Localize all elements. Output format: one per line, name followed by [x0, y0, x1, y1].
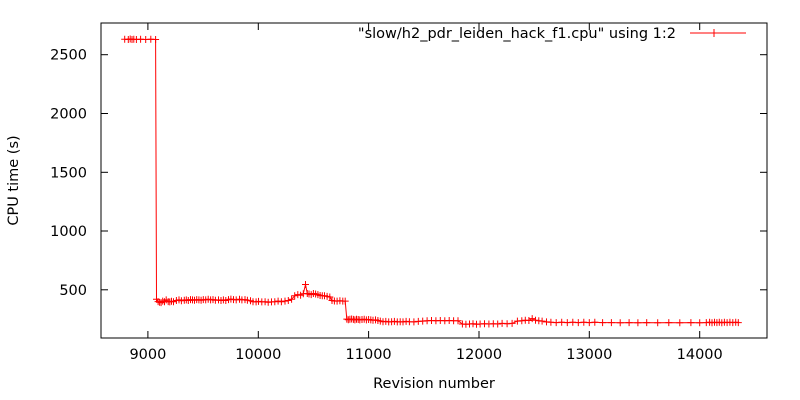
y-axis-title: CPU time (s): [6, 135, 22, 225]
x-tick-label: 10000: [235, 347, 281, 363]
data-point-markers: [121, 35, 742, 328]
y-tick-label: 2500: [50, 48, 87, 64]
y-tick-label: 1500: [50, 165, 87, 181]
x-tick-label: 14000: [677, 347, 723, 363]
legend-label: "slow/h2_pdr_leiden_hack_f1.cpu" using 1…: [358, 26, 676, 42]
data-line: [124, 38, 739, 325]
y-tick-label: 2000: [50, 107, 87, 123]
y-tick-label: 1000: [50, 224, 87, 240]
x-tick-label: 12000: [456, 347, 502, 363]
y-tick-label: 500: [59, 283, 87, 299]
x-axis-title: Revision number: [373, 376, 495, 392]
x-tick-label: 11000: [346, 347, 392, 363]
x-tick-label: 9000: [129, 347, 166, 363]
plot-border: [100, 22, 768, 339]
legend-plus-marker: [710, 29, 718, 37]
x-tick-label: 13000: [566, 347, 612, 363]
